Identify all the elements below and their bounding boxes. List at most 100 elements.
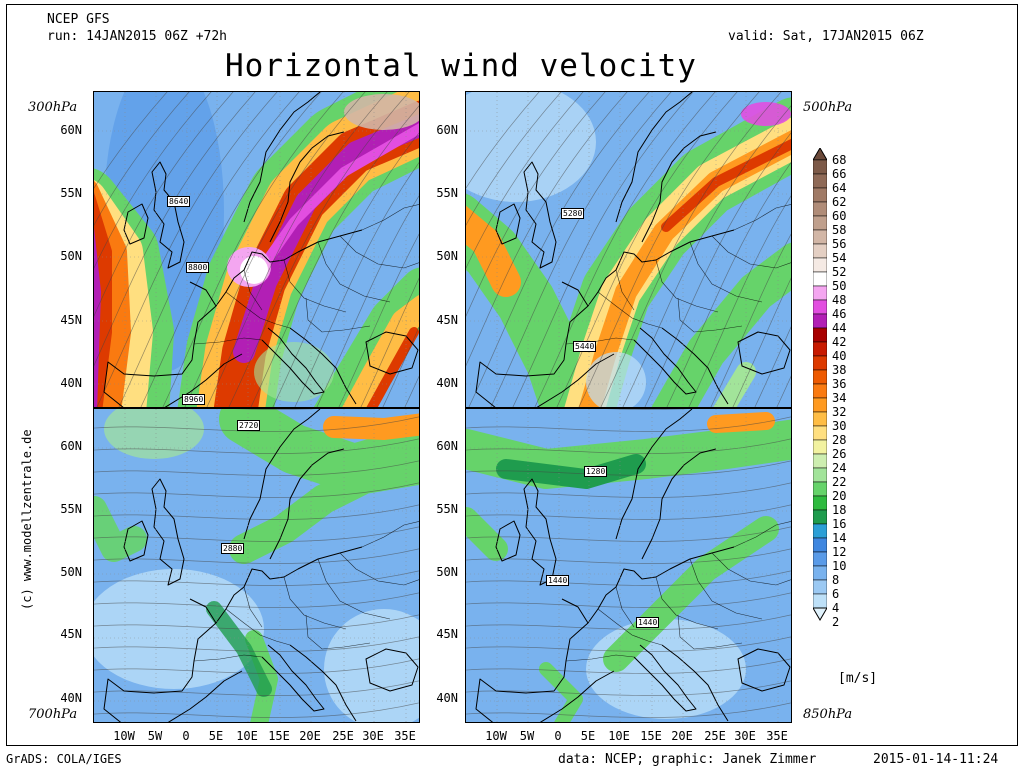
lat-label: 60N [60, 123, 82, 137]
wind-field [466, 92, 791, 407]
lat-label: 50N [60, 565, 82, 579]
grads-credit: GrADS: COLA/IGES [6, 752, 122, 766]
colorbar-tick: 24 [832, 461, 847, 475]
contour-label: 8800 [186, 262, 210, 273]
colorbar [813, 148, 827, 621]
wind-field [94, 92, 419, 407]
lat-label: 40N [436, 376, 458, 390]
level-label-850: 850hPa [803, 707, 853, 722]
lat-label: 45N [436, 627, 458, 641]
wind-field [94, 409, 419, 722]
lon-label: 30E [362, 729, 384, 743]
colorbar-tick: 42 [832, 335, 847, 349]
map-panel-850hpa: 1280 1440 1440 [465, 408, 792, 723]
colorbar-tick: 32 [832, 405, 847, 419]
colorbar-tick: 60 [832, 209, 847, 223]
lat-label: 50N [436, 249, 458, 263]
lat-label: 55N [60, 186, 82, 200]
colorbar-tick: 14 [832, 531, 847, 545]
timestamp: 2015-01-14-11:24 [873, 752, 999, 767]
colorbar-tick: 64 [832, 181, 847, 195]
colorbar-tick: 40 [832, 349, 847, 363]
colorbar-tick: 66 [832, 167, 847, 181]
colorbar-tick: 46 [832, 307, 847, 321]
lat-label: 40N [60, 376, 82, 390]
colorbar-tick: 18 [832, 503, 847, 517]
lon-label: 5W [147, 729, 163, 743]
lat-label: 55N [436, 502, 458, 516]
contour-label: 2880 [221, 543, 245, 554]
colorbar-tick: 28 [832, 433, 847, 447]
lat-label: 50N [436, 565, 458, 579]
colorbar-tick: 50 [832, 279, 847, 293]
data-credit: data: NCEP; graphic: Janek Zimmer [558, 752, 817, 767]
lon-label: 25E [332, 729, 354, 743]
colorbar-tick: 34 [832, 391, 847, 405]
lat-label: 50N [60, 249, 82, 263]
level-label-500: 500hPa [803, 100, 853, 115]
contour-label: 1280 [584, 466, 608, 477]
valid-time: valid: Sat, 17JAN2015 06Z [728, 29, 924, 44]
colorbar-tick: 12 [832, 545, 847, 559]
lon-label: 20E [671, 729, 693, 743]
lon-label: 35E [766, 729, 788, 743]
copyright-text: (c) www.modellzentrale.de [20, 429, 34, 610]
colorbar-tick: 8 [832, 573, 840, 587]
map-panel-300hpa: 8640 8800 8960 [93, 91, 420, 408]
lon-label: 10W [113, 729, 135, 743]
lon-label: 5E [208, 729, 224, 743]
colorbar-tick: 30 [832, 419, 847, 433]
colorbar-tick: 22 [832, 475, 847, 489]
map-panel-700hpa: 2720 2880 [93, 408, 420, 723]
model-name: NCEP GFS [47, 12, 110, 27]
lat-label: 40N [60, 691, 82, 705]
lon-label: 35E [394, 729, 416, 743]
contour-label: 1440 [636, 617, 660, 628]
lat-label: 45N [436, 313, 458, 327]
contour-label: 5280 [561, 208, 585, 219]
contour-label: 2720 [237, 420, 261, 431]
colorbar-tick: 10 [832, 559, 847, 573]
lat-label: 55N [436, 186, 458, 200]
lon-label: 10W [485, 729, 507, 743]
lon-label: 10E [236, 729, 258, 743]
unit-label: [m/s] [838, 671, 878, 686]
contour-label: 5440 [573, 341, 597, 352]
wind-field [466, 409, 791, 722]
lat-label: 60N [436, 123, 458, 137]
lon-label: 30E [734, 729, 756, 743]
level-label-300: 300hPa [28, 100, 78, 115]
colorbar-tick: 44 [832, 321, 847, 335]
colorbar-tick: 54 [832, 251, 847, 265]
colorbar-tick: 62 [832, 195, 847, 209]
lon-label: 0 [554, 729, 562, 743]
colorbar-tick: 26 [832, 447, 847, 461]
level-label-700: 700hPa [28, 707, 78, 722]
colorbar-tick: 2 [832, 615, 840, 629]
lon-label: 25E [704, 729, 726, 743]
contour-label: 8640 [167, 196, 191, 207]
lon-label: 15E [268, 729, 290, 743]
colorbar-tick: 68 [832, 153, 847, 167]
colorbar-tick: 56 [832, 237, 847, 251]
plot-frame [6, 4, 1018, 746]
colorbar-tick: 36 [832, 377, 847, 391]
lat-label: 60N [436, 439, 458, 453]
colorbar-tick: 6 [832, 587, 840, 601]
colorbar-tick: 4 [832, 601, 840, 615]
colorbar-tick: 38 [832, 363, 847, 377]
contour-label: 1440 [546, 575, 570, 586]
chart-title: Horizontal wind velocity [225, 48, 697, 84]
run-time: run: 14JAN2015 06Z +72h [47, 29, 228, 44]
colorbar-tick: 20 [832, 489, 847, 503]
lon-label: 20E [299, 729, 321, 743]
colorbar-tick: 58 [832, 223, 847, 237]
lon-label: 5E [580, 729, 596, 743]
lon-label: 15E [640, 729, 662, 743]
colorbar-tick: 16 [832, 517, 847, 531]
colorbar-tick: 48 [832, 293, 847, 307]
lat-label: 55N [60, 502, 82, 516]
lon-label: 5W [519, 729, 535, 743]
lon-label: 0 [182, 729, 190, 743]
lat-label: 40N [436, 691, 458, 705]
